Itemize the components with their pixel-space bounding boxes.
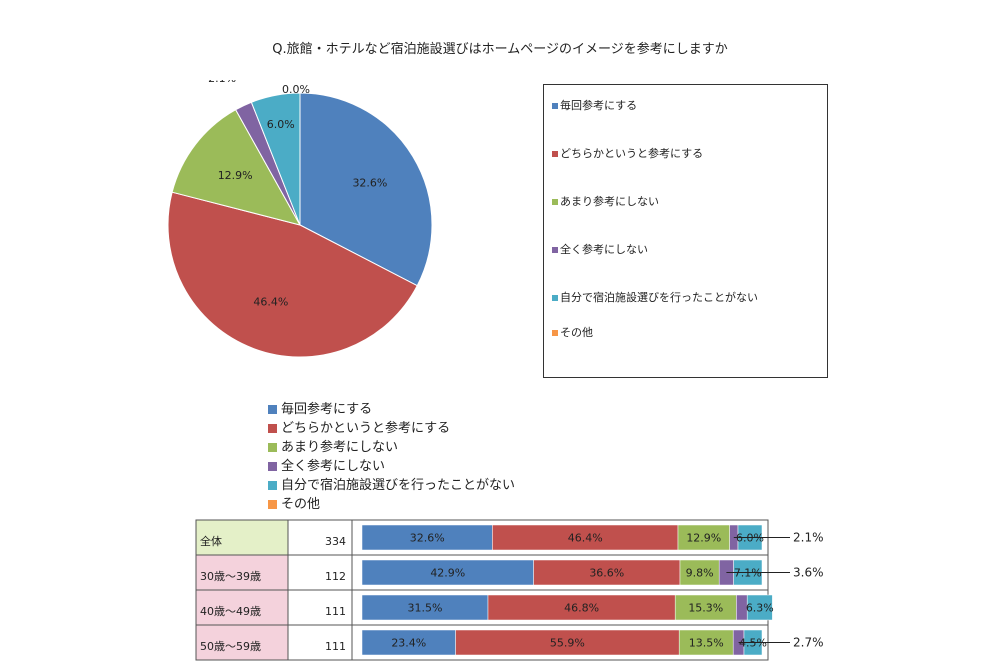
row-count: 112	[325, 570, 346, 583]
bar-segment	[674, 594, 737, 621]
bar-data-label: 32.6%	[410, 532, 445, 545]
legend-label: その他	[560, 326, 593, 339]
bar-segment	[361, 594, 489, 621]
legend-label: 自分で宿泊施設選びを行ったことがない	[560, 291, 758, 304]
pie-slice	[299, 92, 433, 287]
bar-data-label: 55.9%	[550, 637, 585, 650]
legend-swatch	[268, 424, 277, 433]
bar-segment	[455, 629, 680, 656]
bar-data-label: 9.8%	[686, 567, 714, 580]
legend-swatch	[552, 295, 558, 301]
row-label: 50歳～59歳	[200, 640, 261, 653]
row-count: 111	[325, 605, 346, 618]
legend-label: あまり参考にしない	[281, 440, 399, 455]
bar-segment	[677, 524, 730, 551]
legend-item: その他	[268, 495, 515, 514]
legend-swatch	[552, 103, 558, 109]
legend-label: どちらかというと参考にする	[560, 147, 704, 160]
row-count: 334	[325, 535, 346, 548]
row-label-cell	[195, 624, 289, 661]
legend-label: どちらかというと参考にする	[281, 421, 451, 436]
legend-swatch	[268, 405, 277, 414]
bar-data-label: 31.5%	[408, 602, 443, 615]
legend-swatch	[268, 462, 277, 471]
pie-data-label: 46.4%	[253, 295, 288, 308]
legend-label: 全く参考にしない	[281, 459, 386, 474]
legend-label: あまり参考にしない	[560, 195, 659, 208]
legend-item: あまり参考にしない	[268, 438, 515, 457]
legend-item: どちらかというと参考にする	[268, 419, 515, 438]
pie-data-label: 12.9%	[218, 169, 253, 182]
bar-segment	[361, 629, 456, 656]
pie-legend: 毎回参考にする どちらかというと参考にする あまり参考にしない 全く参考にしない…	[543, 84, 828, 378]
count-cell	[287, 589, 353, 626]
legend-swatch	[268, 481, 277, 490]
pie-chart: 32.6% 46.4% 12.9% 2.1% 6.0% 0.0%	[167, 80, 433, 358]
bar-segment	[361, 524, 493, 551]
callout-label: 2.7%	[793, 636, 824, 650]
bar-data-label: 46.8%	[564, 602, 599, 615]
count-cell	[287, 624, 353, 661]
bar-segment	[678, 629, 734, 656]
callout-label: 3.6%	[793, 566, 824, 580]
legend-item: どちらかというと参考にする	[552, 147, 819, 160]
legend-label: その他	[281, 497, 321, 512]
bar-data-label: 23.4%	[391, 637, 426, 650]
pie-data-label: 32.6%	[352, 176, 387, 189]
bar-segment	[361, 559, 534, 586]
legend-label: 全く参考にしない	[560, 243, 648, 256]
legend-item: 全く参考にしない	[268, 457, 515, 476]
legend-swatch	[268, 443, 277, 452]
row-label: 30歳～39歳	[200, 570, 261, 583]
legend-item: 自分で宿泊施設選びを行ったことがない	[552, 291, 819, 304]
bar-segment	[492, 524, 679, 551]
legend-item: あまり参考にしない	[552, 195, 819, 208]
legend-item: その他	[552, 326, 819, 339]
row-label: 40歳～49歳	[200, 605, 261, 618]
bar-data-label: 6.3%	[746, 602, 774, 615]
legend-swatch	[552, 330, 558, 336]
bar-data-label: 36.6%	[589, 567, 624, 580]
row-label: 全体	[200, 534, 222, 548]
legend-label: 毎回参考にする	[281, 402, 373, 417]
legend-swatch	[552, 199, 558, 205]
legend-label: 自分で宿泊施設選びを行ったことがない	[281, 478, 516, 493]
pie-data-label: 6.0%	[267, 118, 295, 131]
bar-data-label: 42.9%	[430, 567, 465, 580]
bar-segment	[487, 594, 676, 621]
legend-swatch	[552, 151, 558, 157]
row-count: 111	[325, 640, 346, 653]
legend-item: 毎回参考にする	[552, 99, 819, 112]
pie-data-label: 2.1%	[208, 80, 236, 85]
bar-segment	[679, 559, 720, 586]
bar-segment	[533, 559, 681, 586]
legend-item: 自分で宿泊施設選びを行ったことがない	[268, 476, 515, 495]
bar-data-label: 15.3%	[688, 602, 723, 615]
pie-data-label: 0.0%	[282, 83, 310, 96]
legend-label: 毎回参考にする	[560, 99, 638, 112]
pie-slice	[167, 191, 418, 358]
callout-label: 2.1%	[793, 531, 824, 545]
bar-segment	[746, 594, 773, 621]
chart-title: Q.旅館・ホテルなど宿泊施設選びはホームページのイメージを参考にしますか	[272, 42, 728, 57]
legend-swatch	[552, 247, 558, 253]
bar-data-label: 13.5%	[689, 637, 724, 650]
pie-slice	[171, 109, 302, 226]
legend-item: 全く参考にしない	[552, 243, 819, 256]
count-cell	[287, 519, 353, 556]
legend-swatch	[268, 500, 277, 509]
pie-slice	[250, 92, 301, 226]
bar-data-label: 12.9%	[686, 532, 721, 545]
bar-data-label: 46.4%	[568, 532, 603, 545]
legend-item: 毎回参考にする	[268, 400, 515, 419]
bar-legend: 毎回参考にする どちらかというと参考にする あまり参考にしない 全く参考にしない…	[268, 400, 515, 514]
